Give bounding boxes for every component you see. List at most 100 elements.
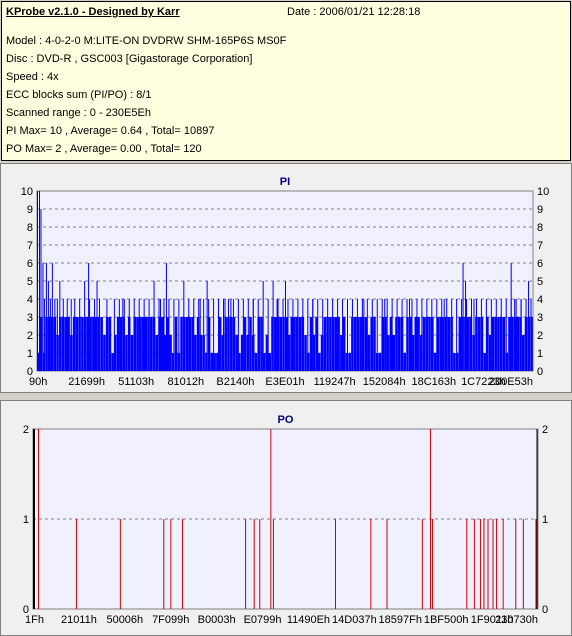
pi-bar: [446, 299, 448, 371]
pi-base-bar: [136, 317, 139, 371]
y-tick-label-right: 9: [537, 204, 543, 216]
pi-base-bar: [428, 317, 431, 371]
pi-bar: [363, 299, 365, 371]
po-bar: [163, 519, 165, 609]
pi-bar: [178, 299, 180, 371]
pi-bar: [411, 299, 413, 371]
pi-bar: [500, 299, 502, 371]
pi-base-bar: [287, 335, 291, 371]
range-line: Scanned range : 0 - 230E5Eh: [6, 107, 151, 119]
x-tick-label: E0799h: [244, 614, 282, 626]
x-tick-label: E3E01h: [265, 376, 304, 388]
x-tick-label: 1F9011h: [471, 614, 514, 626]
pi-bar: [287, 299, 289, 371]
speed-line: Speed : 4x: [6, 71, 59, 83]
pi-base-bar: [246, 335, 249, 371]
pi-base-bar: [155, 335, 159, 371]
pi-bar: [312, 299, 314, 371]
pi-base-bar: [417, 317, 420, 371]
x-tick-label: 1BF500h: [424, 614, 469, 626]
y-tick-label-left: 6: [27, 258, 33, 270]
pi-bar: [317, 299, 319, 371]
po-bar: [535, 519, 537, 609]
pi-bar: [193, 299, 195, 371]
pi-bar: [165, 263, 167, 371]
po-bar: [38, 429, 40, 609]
pi-bar: [168, 299, 170, 371]
pi-base-bar: [122, 317, 125, 371]
app-title: KProbe v2.1.0 - Designed by Karr: [6, 6, 180, 18]
pi-bar: [158, 299, 160, 371]
pi-base-bar: [290, 317, 294, 371]
pi-base-bar: [406, 317, 409, 371]
pi-bar: [163, 299, 165, 371]
pi-base-bar: [329, 317, 332, 371]
pi-base-bar: [97, 317, 101, 371]
pi-bar: [431, 299, 433, 371]
po-bar: [522, 519, 524, 609]
pi-base-bar: [453, 353, 456, 371]
pi-base-bar: [348, 353, 351, 371]
pi-base-bar: [436, 317, 440, 371]
pi-base-bar: [320, 335, 324, 371]
y-tick-label-left: 9: [27, 204, 33, 216]
pi-base-bar: [149, 317, 153, 371]
pi-base-bar: [199, 335, 203, 371]
pi-base-bar: [389, 317, 393, 371]
pi-base-bar: [444, 317, 448, 371]
pi-bar: [213, 299, 215, 371]
pi-base-bar: [433, 353, 437, 371]
pi-base-bar: [334, 317, 338, 371]
pi-base-bar: [59, 317, 62, 371]
pi-bar: [462, 263, 464, 371]
x-tick-label: B0003h: [198, 614, 236, 626]
po-chart-panel: PO 0 0 1 1 2 2 1Fh 21011h 50006h 7F099h B0003h E0799…: [0, 400, 572, 636]
po-bar: [75, 519, 77, 609]
po-bar: [119, 519, 121, 609]
pi-base-bar: [114, 335, 117, 371]
pi-base-bar: [83, 317, 87, 371]
x-tick-label: 14D037h: [332, 614, 377, 626]
pi-bar: [56, 299, 58, 371]
pi-bar: [485, 299, 487, 371]
pi-base-bar: [224, 317, 227, 371]
po-bar: [515, 519, 517, 609]
pi-bar: [51, 263, 53, 371]
y-tick-label-right: 1: [542, 514, 548, 526]
x-tick-label: B2140h: [216, 376, 254, 388]
po-bar: [421, 519, 423, 609]
pi-base-bar: [516, 317, 520, 371]
pi-base-bar: [422, 317, 426, 371]
pi-bar: [118, 299, 120, 371]
x-tick-label: 7F099h: [152, 614, 189, 626]
pi-bar: [188, 299, 190, 371]
pi-base-bar: [207, 317, 211, 371]
pi-bar: [480, 299, 482, 371]
pi-bar: [160, 299, 162, 371]
pi-base-bar: [218, 317, 222, 371]
pi-base-bar: [86, 317, 90, 371]
pi-base-bar: [469, 317, 473, 371]
po-bar: [431, 519, 433, 609]
pi-base-bar: [312, 335, 316, 371]
pi-base-bar: [174, 317, 178, 371]
x-tick-label: 1Fh: [25, 614, 44, 626]
po-bar: [466, 519, 468, 609]
pi-base-bar: [130, 335, 134, 371]
pi-bar: [381, 299, 383, 371]
pi-base-bar: [510, 317, 514, 371]
x-tick-label: 90h: [29, 376, 47, 388]
pi-base-bar: [505, 353, 508, 371]
pi-base-bar: [367, 335, 371, 371]
pi-bar: [59, 281, 61, 371]
pi-base-bar: [265, 335, 269, 371]
pi-bar: [183, 281, 185, 371]
pi-base-bar: [359, 317, 362, 371]
y-tick-label-right: 1: [537, 348, 543, 360]
pi-bar: [351, 299, 353, 371]
po-chart: PO 0 0 1 1 2 2 1Fh 21011h 50006h 7F099h B0003h E0799…: [23, 414, 548, 626]
pi-bar: [347, 299, 348, 371]
pi-base-bar: [103, 335, 106, 371]
pi-bar: [70, 299, 72, 371]
pi-bar: [406, 299, 408, 371]
